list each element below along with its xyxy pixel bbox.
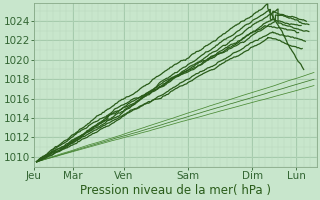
X-axis label: Pression niveau de la mer( hPa ): Pression niveau de la mer( hPa ) [80,184,271,197]
